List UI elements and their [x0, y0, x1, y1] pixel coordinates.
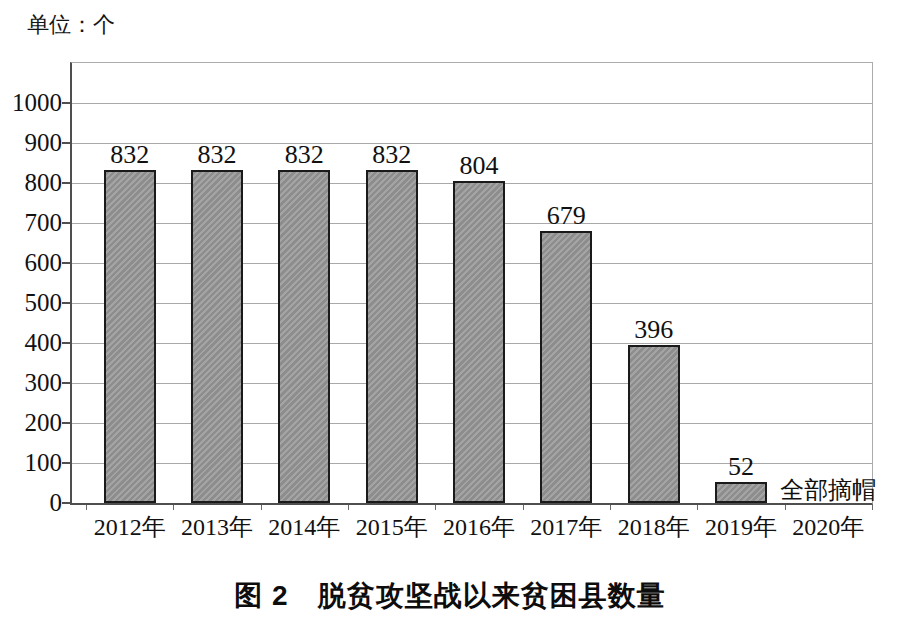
y-tick-label-700: 700 — [0, 210, 62, 236]
bar-value-label-2017年: 679 — [547, 203, 586, 229]
x-axis-label-2013年: 2013年 — [173, 512, 260, 542]
y-tick-label-500: 500 — [0, 290, 62, 316]
bar-2012年 — [104, 170, 156, 503]
y-tick-label-600: 600 — [0, 250, 62, 276]
bar-column-2015年: 832 — [348, 63, 435, 503]
x-axis-tick — [523, 505, 524, 510]
x-axis-tick — [173, 505, 174, 510]
bar-value-label-2016年: 804 — [459, 153, 498, 179]
bar-column-2012年: 832 — [86, 63, 173, 503]
bar-2015年 — [366, 170, 418, 503]
y-tick-label-0: 0 — [0, 490, 62, 516]
figure-caption: 图 2 脱贫攻坚战以来贫困县数量 — [0, 581, 900, 612]
bar-2016年 — [453, 181, 505, 503]
x-axis-label-2017年: 2017年 — [523, 512, 610, 542]
bars-container: 832 832 832 832 804 679 396 52 — [86, 63, 872, 503]
y-tick-label-400: 400 — [0, 330, 62, 356]
x-axis-label-2019年: 2019年 — [697, 512, 784, 542]
x-axis-tick — [610, 505, 611, 510]
bar-value-label-2012年: 832 — [110, 142, 149, 168]
bar-column-2019年: 52 — [697, 63, 784, 503]
bar-column-2018年: 396 — [610, 63, 697, 503]
x-axis-tick — [348, 505, 349, 510]
bar-value-label-2014年: 832 — [285, 142, 324, 168]
y-tick-label-800: 800 — [0, 170, 62, 196]
unit-label: 单位：个 — [27, 12, 115, 38]
plot-area: 832 832 832 832 804 679 396 52 — [70, 62, 873, 505]
bar-2014年 — [278, 170, 330, 503]
y-tick-label-300: 300 — [0, 370, 62, 396]
y-tick-label-900: 900 — [0, 130, 62, 156]
x-axis-label-2018年: 2018年 — [610, 512, 697, 542]
y-tick-label-200: 200 — [0, 410, 62, 436]
x-axis-label-2015年: 2015年 — [348, 512, 435, 542]
bar-value-label-2019年: 52 — [728, 454, 754, 480]
x-axis-label-2020年: 2020年 — [785, 512, 872, 542]
x-axis-label-2016年: 2016年 — [435, 512, 522, 542]
bar-column-2013年: 832 — [173, 63, 260, 503]
x-axis-tick — [872, 505, 873, 510]
bar-column-2016年: 804 — [435, 63, 522, 503]
bar-value-label-2018年: 396 — [634, 317, 673, 343]
y-tick-label-100: 100 — [0, 450, 62, 476]
bar-column-2017年: 679 — [523, 63, 610, 503]
figure-bar-chart: 单位：个 832 832 832 832 804 679 396 52 0 100 200 300 4… — [0, 0, 900, 636]
x-axis-labels: 2012年2013年2014年2015年2016年2017年2018年2019年… — [86, 512, 872, 542]
bar-2018年 — [628, 345, 680, 503]
bar-column-2020年 — [785, 63, 872, 503]
x-axis-tick — [86, 505, 87, 510]
y-tick-label-1000: 1000 — [0, 90, 62, 116]
x-axis-tick — [697, 505, 698, 510]
bar-value-label-2015年: 832 — [372, 142, 411, 168]
bar-2019年 — [715, 482, 767, 503]
bar-column-2014年: 832 — [261, 63, 348, 503]
x-axis-tick — [785, 505, 786, 510]
bar-2013年 — [191, 170, 243, 503]
x-axis-tick — [435, 505, 436, 510]
bar-value-label-2013年: 832 — [197, 142, 236, 168]
x-axis-label-2012年: 2012年 — [86, 512, 173, 542]
x-axis-tick — [261, 505, 262, 510]
bar-2017年 — [540, 231, 592, 503]
x-axis-label-2014年: 2014年 — [261, 512, 348, 542]
